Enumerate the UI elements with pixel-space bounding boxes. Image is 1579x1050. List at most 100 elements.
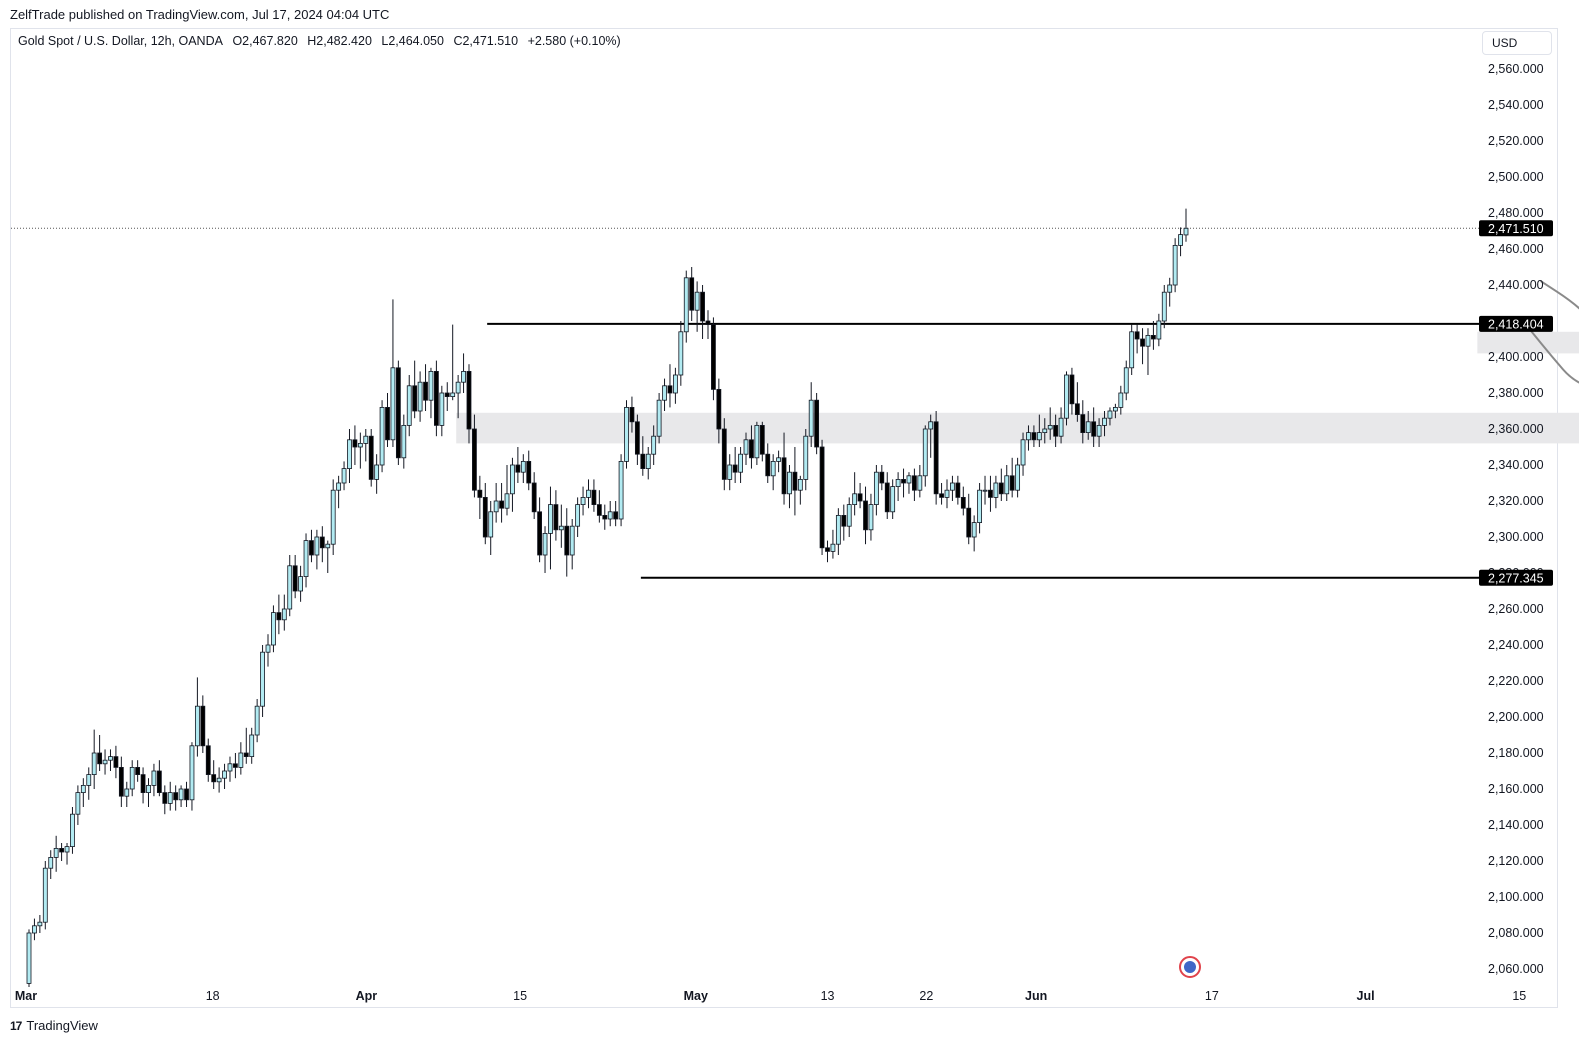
- candle-body: [357, 442, 363, 448]
- candle-body: [1123, 367, 1129, 394]
- currency-button[interactable]: USD: [1482, 31, 1552, 55]
- y-axis-tick-label: 2,320.000: [1488, 494, 1544, 508]
- candle-body: [754, 424, 760, 459]
- candle-body: [64, 846, 70, 853]
- candle-body: [406, 385, 412, 426]
- candle-body: [1042, 428, 1048, 433]
- candle-body: [629, 406, 635, 423]
- candle-body: [309, 540, 314, 556]
- candle-body: [803, 435, 809, 480]
- candle-body: [401, 424, 407, 459]
- last-price-tag-box: [1479, 220, 1553, 237]
- candle-body: [412, 385, 418, 412]
- candle-body: [1047, 424, 1053, 430]
- candle-body: [613, 511, 619, 520]
- candle-body: [591, 489, 597, 506]
- candle-body: [385, 406, 390, 441]
- candle-body: [167, 792, 173, 804]
- y-axis-tick-label: 2,080.000: [1488, 926, 1544, 940]
- y-axis-tick-label: 2,540.000: [1488, 98, 1544, 112]
- candle-body: [526, 460, 532, 484]
- candle-body: [586, 489, 591, 498]
- y-axis-tick-label: 2,060.000: [1488, 962, 1544, 976]
- candle-body: [1178, 234, 1183, 246]
- y-axis-tick-label: 2,520.000: [1488, 134, 1544, 148]
- y-axis-tick-label: 2,160.000: [1488, 782, 1544, 796]
- candle-body: [211, 774, 217, 783]
- candle-body: [32, 925, 37, 934]
- candle-body: [645, 453, 651, 470]
- y-axis-tick-label: 2,300.000: [1488, 530, 1544, 544]
- candle-body: [520, 460, 526, 473]
- candle-body: [596, 504, 602, 516]
- candle-body: [162, 792, 168, 804]
- publisher-line: ZelfTrade published on TradingView.com, …: [10, 7, 390, 22]
- level-price-tag-box: [1479, 569, 1553, 586]
- candle-body: [814, 399, 820, 448]
- candle-body: [26, 932, 32, 984]
- candle-body: [292, 565, 298, 592]
- y-axis-tick-label: 2,480.000: [1488, 206, 1544, 220]
- candle-body: [835, 515, 841, 545]
- candle-body: [944, 489, 950, 498]
- y-axis-tick-label: 2,200.000: [1488, 710, 1544, 724]
- candle-body: [510, 464, 515, 495]
- candle-body: [1026, 432, 1031, 441]
- candle-body: [1009, 475, 1015, 491]
- candle-body: [667, 385, 673, 394]
- candle-body: [319, 536, 325, 549]
- tradingview-brand[interactable]: 17 TradingView: [10, 1018, 98, 1033]
- candle-body: [243, 752, 249, 757]
- legend-close: C2,471.510: [453, 34, 519, 48]
- candle-body: [466, 370, 472, 430]
- x-axis-tick-label: 15: [1512, 989, 1526, 1003]
- candle-body: [1156, 320, 1162, 340]
- candle-body: [1091, 421, 1097, 437]
- candle-body: [776, 457, 782, 462]
- candle-body: [651, 435, 657, 455]
- candle-body: [1064, 374, 1069, 419]
- candle-body: [499, 500, 504, 509]
- legend-change: +2.580 (+0.10%): [527, 34, 621, 48]
- candle-body: [205, 745, 211, 775]
- y-axis-tick-label: 2,180.000: [1488, 746, 1544, 760]
- candle-body: [200, 705, 206, 747]
- candle-body: [808, 399, 814, 437]
- candle-body: [901, 478, 906, 484]
- candle-body: [91, 752, 97, 776]
- x-axis-tick-label: Mar: [15, 989, 37, 1003]
- candle-body: [890, 486, 896, 513]
- candle-body: [493, 500, 499, 513]
- x-axis-tick-label: May: [684, 989, 708, 1003]
- candle-body: [1167, 284, 1173, 293]
- candle-body: [939, 493, 944, 498]
- candle-body: [151, 770, 157, 786]
- x-axis-tick-label: Jul: [1357, 989, 1375, 1003]
- candle-body: [624, 406, 629, 462]
- candle-body: [428, 370, 434, 401]
- candle-body: [330, 489, 336, 545]
- candle-body: [841, 515, 847, 527]
- event-flag-icon: [1184, 961, 1196, 973]
- candle-body: [455, 381, 461, 394]
- candle-body: [1183, 227, 1189, 236]
- candle-body: [433, 370, 439, 426]
- candle-body: [189, 745, 195, 801]
- candle-body: [1102, 417, 1107, 426]
- legend-symbol[interactable]: Gold Spot / U.S. Dollar, 12h, OANDA: [18, 34, 223, 48]
- candle-body: [113, 756, 119, 768]
- candle-body: [1161, 291, 1167, 322]
- projection-path[interactable]: [1540, 173, 1579, 337]
- candle-body: [1031, 432, 1037, 441]
- candle-body: [830, 543, 836, 552]
- candle-body: [1036, 432, 1042, 441]
- candle-body: [53, 848, 59, 858]
- candle-body: [216, 777, 222, 783]
- y-axis-tick-label: 2,560.000: [1488, 62, 1544, 76]
- candle-body: [765, 453, 771, 477]
- candle-body: [233, 763, 238, 768]
- candle-body: [955, 482, 961, 498]
- candle-body: [439, 392, 445, 426]
- y-axis-tick-label: 2,360.000: [1488, 422, 1544, 436]
